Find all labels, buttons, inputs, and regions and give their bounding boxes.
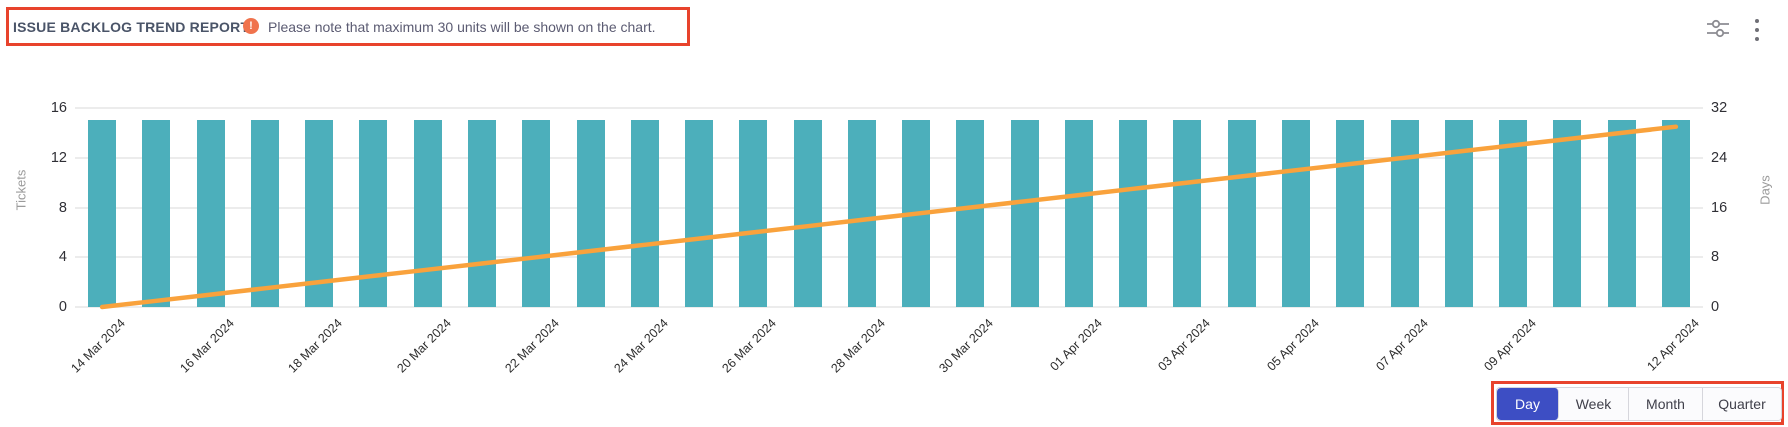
left-axis-tick: 8 — [58, 199, 67, 216]
bar[interactable] — [1010, 120, 1039, 307]
x-axis-label: 28 Mar 2024 — [828, 316, 888, 376]
bar[interactable] — [1119, 120, 1148, 307]
warning-dot-icon: ! — [243, 18, 259, 34]
bar[interactable] — [630, 120, 659, 307]
bar[interactable] — [88, 120, 117, 307]
left-axis-tick: 16 — [50, 100, 67, 116]
bar[interactable] — [522, 120, 551, 307]
period-button-month[interactable]: Month — [1629, 388, 1703, 420]
right-axis-tick: 0 — [1711, 299, 1720, 315]
filter-sliders-icon[interactable] — [1705, 16, 1731, 45]
bar[interactable] — [902, 120, 931, 307]
bar[interactable] — [413, 120, 442, 307]
bar[interactable] — [468, 120, 496, 307]
x-axis-label: 16 Mar 2024 — [177, 316, 237, 376]
right-axis-tick: 8 — [1711, 249, 1720, 266]
right-axis-tick: 16 — [1711, 199, 1728, 216]
bar[interactable] — [1390, 120, 1419, 307]
right-axis-tick: 24 — [1711, 149, 1728, 166]
bar[interactable] — [956, 120, 985, 307]
x-axis-label: 12 Apr 2024 — [1644, 316, 1702, 374]
bar[interactable] — [250, 120, 279, 307]
period-button-quarter[interactable]: Quarter — [1703, 388, 1781, 420]
x-axis-label: 09 Apr 2024 — [1481, 316, 1539, 374]
bar[interactable] — [1227, 120, 1256, 307]
bar[interactable] — [305, 120, 334, 307]
right-axis-tick: 32 — [1711, 100, 1728, 116]
report-title: ISSUE BACKLOG TREND REPORT — [13, 19, 250, 35]
bar[interactable] — [142, 120, 171, 307]
x-axis-label: 18 Mar 2024 — [285, 316, 346, 376]
bar[interactable] — [1661, 120, 1690, 307]
x-axis-label: 24 Mar 2024 — [611, 316, 671, 376]
period-selector: Day Week Month Quarter — [1496, 387, 1782, 421]
report-note: Please note that maximum 30 units will b… — [268, 19, 656, 35]
bar[interactable] — [1336, 120, 1365, 307]
x-axis-label: 20 Mar 2024 — [394, 316, 454, 376]
bar[interactable] — [196, 120, 225, 307]
bar[interactable] — [1173, 120, 1202, 307]
bar[interactable] — [359, 120, 388, 307]
bar[interactable] — [1553, 120, 1582, 307]
period-button-week[interactable]: Week — [1559, 388, 1629, 420]
x-axis-label: 05 Apr 2024 — [1264, 316, 1322, 374]
x-axis-label: 03 Apr 2024 — [1155, 316, 1214, 374]
bar[interactable] — [1282, 120, 1310, 307]
bar[interactable] — [793, 120, 822, 307]
x-axis-label: 30 Mar 2024 — [936, 316, 997, 376]
bar[interactable] — [1064, 120, 1093, 307]
x-axis-label: 14 Mar 2024 — [68, 316, 129, 376]
bar[interactable] — [1499, 120, 1528, 307]
left-axis-tick: 0 — [58, 299, 67, 315]
bar[interactable] — [576, 120, 605, 307]
gridline — [75, 107, 1703, 109]
x-axis-label: 22 Mar 2024 — [502, 316, 563, 376]
period-button-day[interactable]: Day — [1497, 388, 1559, 420]
left-axis-tick: 12 — [50, 149, 67, 166]
bar[interactable] — [739, 120, 768, 307]
left-axis-tick: 4 — [58, 249, 67, 266]
x-axis-label: 01 Apr 2024 — [1047, 316, 1105, 374]
x-axis-label: 07 Apr 2024 — [1372, 316, 1431, 374]
bar[interactable] — [1607, 120, 1636, 307]
bar[interactable] — [685, 120, 714, 307]
right-axis-name: Days — [1757, 175, 1773, 205]
kebab-menu-icon[interactable] — [1750, 15, 1764, 50]
bar[interactable] — [847, 120, 876, 307]
bar[interactable] — [1444, 120, 1473, 307]
x-axis-label: 26 Mar 2024 — [719, 316, 780, 376]
